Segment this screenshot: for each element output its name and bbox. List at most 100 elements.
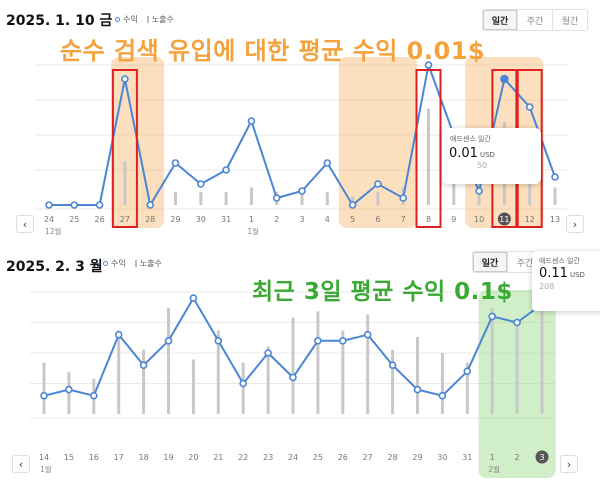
revenue-point — [95, 201, 104, 209]
selected-day-marker — [535, 450, 549, 464]
x-tick-label: 20 — [188, 453, 198, 462]
impression-bar — [216, 330, 220, 414]
x-tick-label: 28 — [145, 215, 155, 224]
tab-daily[interactable]: 일간 — [473, 252, 507, 272]
highlight-box — [111, 69, 138, 228]
x-tick-label: 10 — [474, 215, 484, 224]
revenue-point — [513, 318, 521, 327]
highlight-box — [415, 69, 442, 228]
revenue-point — [45, 201, 53, 209]
tooltip-title: 애드센스 일간 — [539, 257, 580, 265]
chevron-right-icon: › — [572, 217, 578, 231]
revenue-point — [139, 361, 148, 369]
impressions-legend-label: 노출수 — [151, 15, 174, 24]
x-tick-label: 8 — [426, 215, 431, 224]
x-tick-label: 30 — [196, 215, 206, 224]
impression-bar — [341, 330, 345, 414]
impression-bar — [167, 308, 170, 414]
revenue-legend-label: 수익 — [123, 15, 138, 24]
revenue-point — [463, 367, 472, 376]
x-tick-label: 28 — [388, 453, 398, 462]
tooltip-impressions: 208 — [539, 282, 555, 291]
impression-bar — [540, 301, 544, 414]
impression-bar — [249, 187, 253, 205]
tab-monthly[interactable]: 월간 — [552, 10, 587, 30]
x-tick-label: 31 — [462, 453, 472, 462]
revenue-point — [272, 194, 281, 202]
revenue-point — [551, 173, 559, 181]
impression-bar — [325, 191, 329, 205]
revenue-point — [289, 373, 297, 382]
impression-bar — [174, 191, 177, 205]
impression-bar — [553, 187, 557, 205]
x-tick-label: 15 — [64, 453, 74, 462]
tab-weekly[interactable]: 주간 — [517, 10, 552, 30]
impression-bar — [416, 336, 419, 414]
tab-daily[interactable]: 일간 — [483, 10, 517, 30]
selected-day-marker — [497, 212, 511, 226]
chart1-date-label: 2025. 1. 10 금 — [6, 13, 113, 29]
x-tick-label: 12 — [525, 215, 535, 224]
chart1-prev-button[interactable]: ‹ — [16, 215, 34, 233]
revenue-point — [189, 294, 198, 302]
x-tick-label: 23 — [263, 453, 273, 462]
impressions-legend-icon — [134, 260, 137, 267]
revenue-point — [314, 337, 322, 345]
revenue-legend-label: 수익 — [111, 259, 126, 268]
chart1-tooltip: 애드센스 일간 0.01 USD 50 — [442, 128, 541, 184]
chart2-date-label: 2025. 2. 3 월 — [6, 259, 103, 275]
x-tick-label: 2 — [515, 453, 520, 462]
x-tick-label: 14 — [39, 453, 49, 462]
revenue-point — [164, 337, 173, 345]
chart2-legend: 수익 노출수 — [103, 258, 162, 269]
revenue-point — [525, 103, 534, 111]
impression-bar — [266, 346, 270, 414]
impression-bar — [199, 191, 203, 205]
chart1-legend: 수익 노출수 — [115, 14, 174, 25]
revenue-point — [438, 391, 447, 400]
x-tick-label: 29 — [170, 215, 180, 224]
tooltip-unit: USD — [479, 151, 495, 159]
x-tick-label: 1 — [249, 215, 254, 224]
chart2-next-button[interactable]: › — [560, 455, 578, 473]
x-tick-label: 21 — [213, 453, 223, 462]
impression-bar — [490, 308, 494, 414]
revenue-point — [338, 337, 347, 345]
impression-bar — [465, 362, 469, 414]
revenue-point — [146, 201, 154, 209]
x-tick-label: 4 — [325, 215, 330, 224]
revenue-point — [65, 385, 73, 394]
x-tick-label: 2 — [274, 215, 279, 224]
chart2-overlay-annotation: 최근 3일 평균 수익 0.1$ — [252, 279, 513, 305]
x-tick-label: 16 — [89, 453, 99, 462]
x-tick-label: 27 — [363, 453, 373, 462]
impression-bar — [241, 362, 245, 414]
chart2-tooltip: 애드센스 일간 0.11 USD 208 — [532, 251, 600, 311]
revenue-point — [500, 74, 509, 84]
impression-bar — [515, 324, 519, 414]
x-tick-label: 30 — [437, 453, 447, 462]
x-tick-label: 1 — [490, 453, 495, 462]
impression-bar — [391, 349, 395, 414]
x-tick-label: 5 — [350, 215, 355, 224]
x-tick-label: 11 — [499, 215, 509, 224]
impression-bar — [117, 330, 121, 414]
x-tick-label: 25 — [69, 215, 79, 224]
chart1-next-button[interactable]: › — [566, 215, 584, 233]
chart2-prev-button[interactable]: ‹ — [12, 455, 30, 473]
chevron-left-icon: ‹ — [18, 457, 24, 471]
tooltip-unit: USD — [569, 271, 585, 279]
chart1-overlay-annotation: 순수 검색 유입에 대한 평균 수익 0.01$ — [60, 37, 486, 65]
revenue-point — [264, 349, 272, 357]
tooltip-value: 0.11 USD — [539, 266, 585, 281]
tooltip-impressions: 50 — [477, 161, 488, 170]
revenue-point — [399, 194, 408, 202]
impression-bar — [316, 311, 320, 414]
tooltip-value: 0.01 USD — [449, 146, 495, 161]
chevron-right-icon: › — [566, 457, 572, 471]
tooltip-value-number: 0.01 — [449, 146, 478, 161]
highlight-region — [338, 57, 418, 228]
x-tick-label: 27 — [120, 215, 130, 224]
impression-bar — [440, 353, 444, 414]
revenue-point — [90, 391, 98, 400]
